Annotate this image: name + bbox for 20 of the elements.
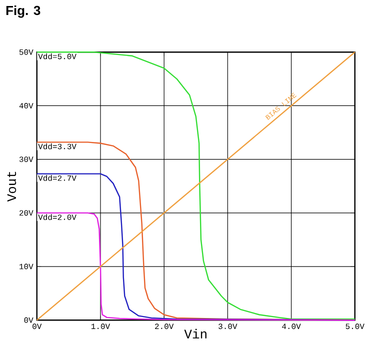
y-tick-label: 0V — [24, 317, 34, 323]
x-tick-label: 0V — [32, 324, 42, 330]
x-tick-label: 5.0V — [346, 324, 364, 330]
chart-title: Fig. 3 — [6, 6, 40, 18]
y-tick-label: 30V — [19, 156, 34, 162]
y-tick-label: 10V — [20, 264, 34, 270]
y-axis-title: Vout — [7, 172, 16, 202]
line-series — [36, 212, 356, 321]
series-label: Vdd=5.0V — [38, 53, 76, 60]
y-tick-label: 40V — [19, 103, 34, 108]
y-tick-label: 20V — [20, 210, 34, 216]
y-tick-label: 50V — [19, 49, 34, 55]
x-tick-label: 1.0V — [91, 324, 110, 330]
x-tick-label: 4.0V — [282, 324, 301, 330]
x-tick-label: 3.0V — [218, 324, 238, 330]
series-label: Vdd=3.3V — [38, 143, 76, 150]
x-tick-label: 2.0V — [155, 324, 174, 330]
x-axis-title: Vin — [184, 328, 206, 338]
series-label: Vdd=2.7V — [38, 174, 76, 181]
series-label: Vdd=2.0V — [38, 214, 76, 220]
